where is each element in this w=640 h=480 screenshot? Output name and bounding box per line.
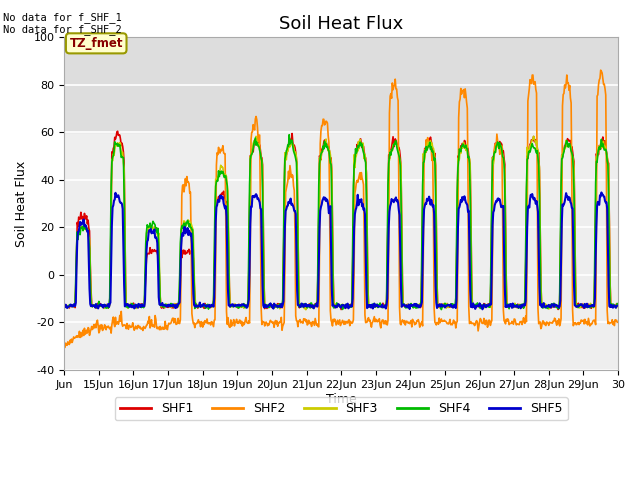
Bar (64, 37, 618, 132)
Legend: SHF1, SHF2, SHF3, SHF4, SHF5: SHF1, SHF2, SHF3, SHF4, SHF5 (115, 397, 568, 420)
Text: No data for f_SHF_1
No data for f_SHF_2: No data for f_SHF_1 No data for f_SHF_2 (3, 12, 122, 36)
X-axis label: Time: Time (326, 393, 356, 406)
Title: Soil Heat Flux: Soil Heat Flux (279, 15, 403, 33)
Text: TZ_fmet: TZ_fmet (70, 37, 123, 50)
Y-axis label: Soil Heat Flux: Soil Heat Flux (15, 160, 28, 247)
